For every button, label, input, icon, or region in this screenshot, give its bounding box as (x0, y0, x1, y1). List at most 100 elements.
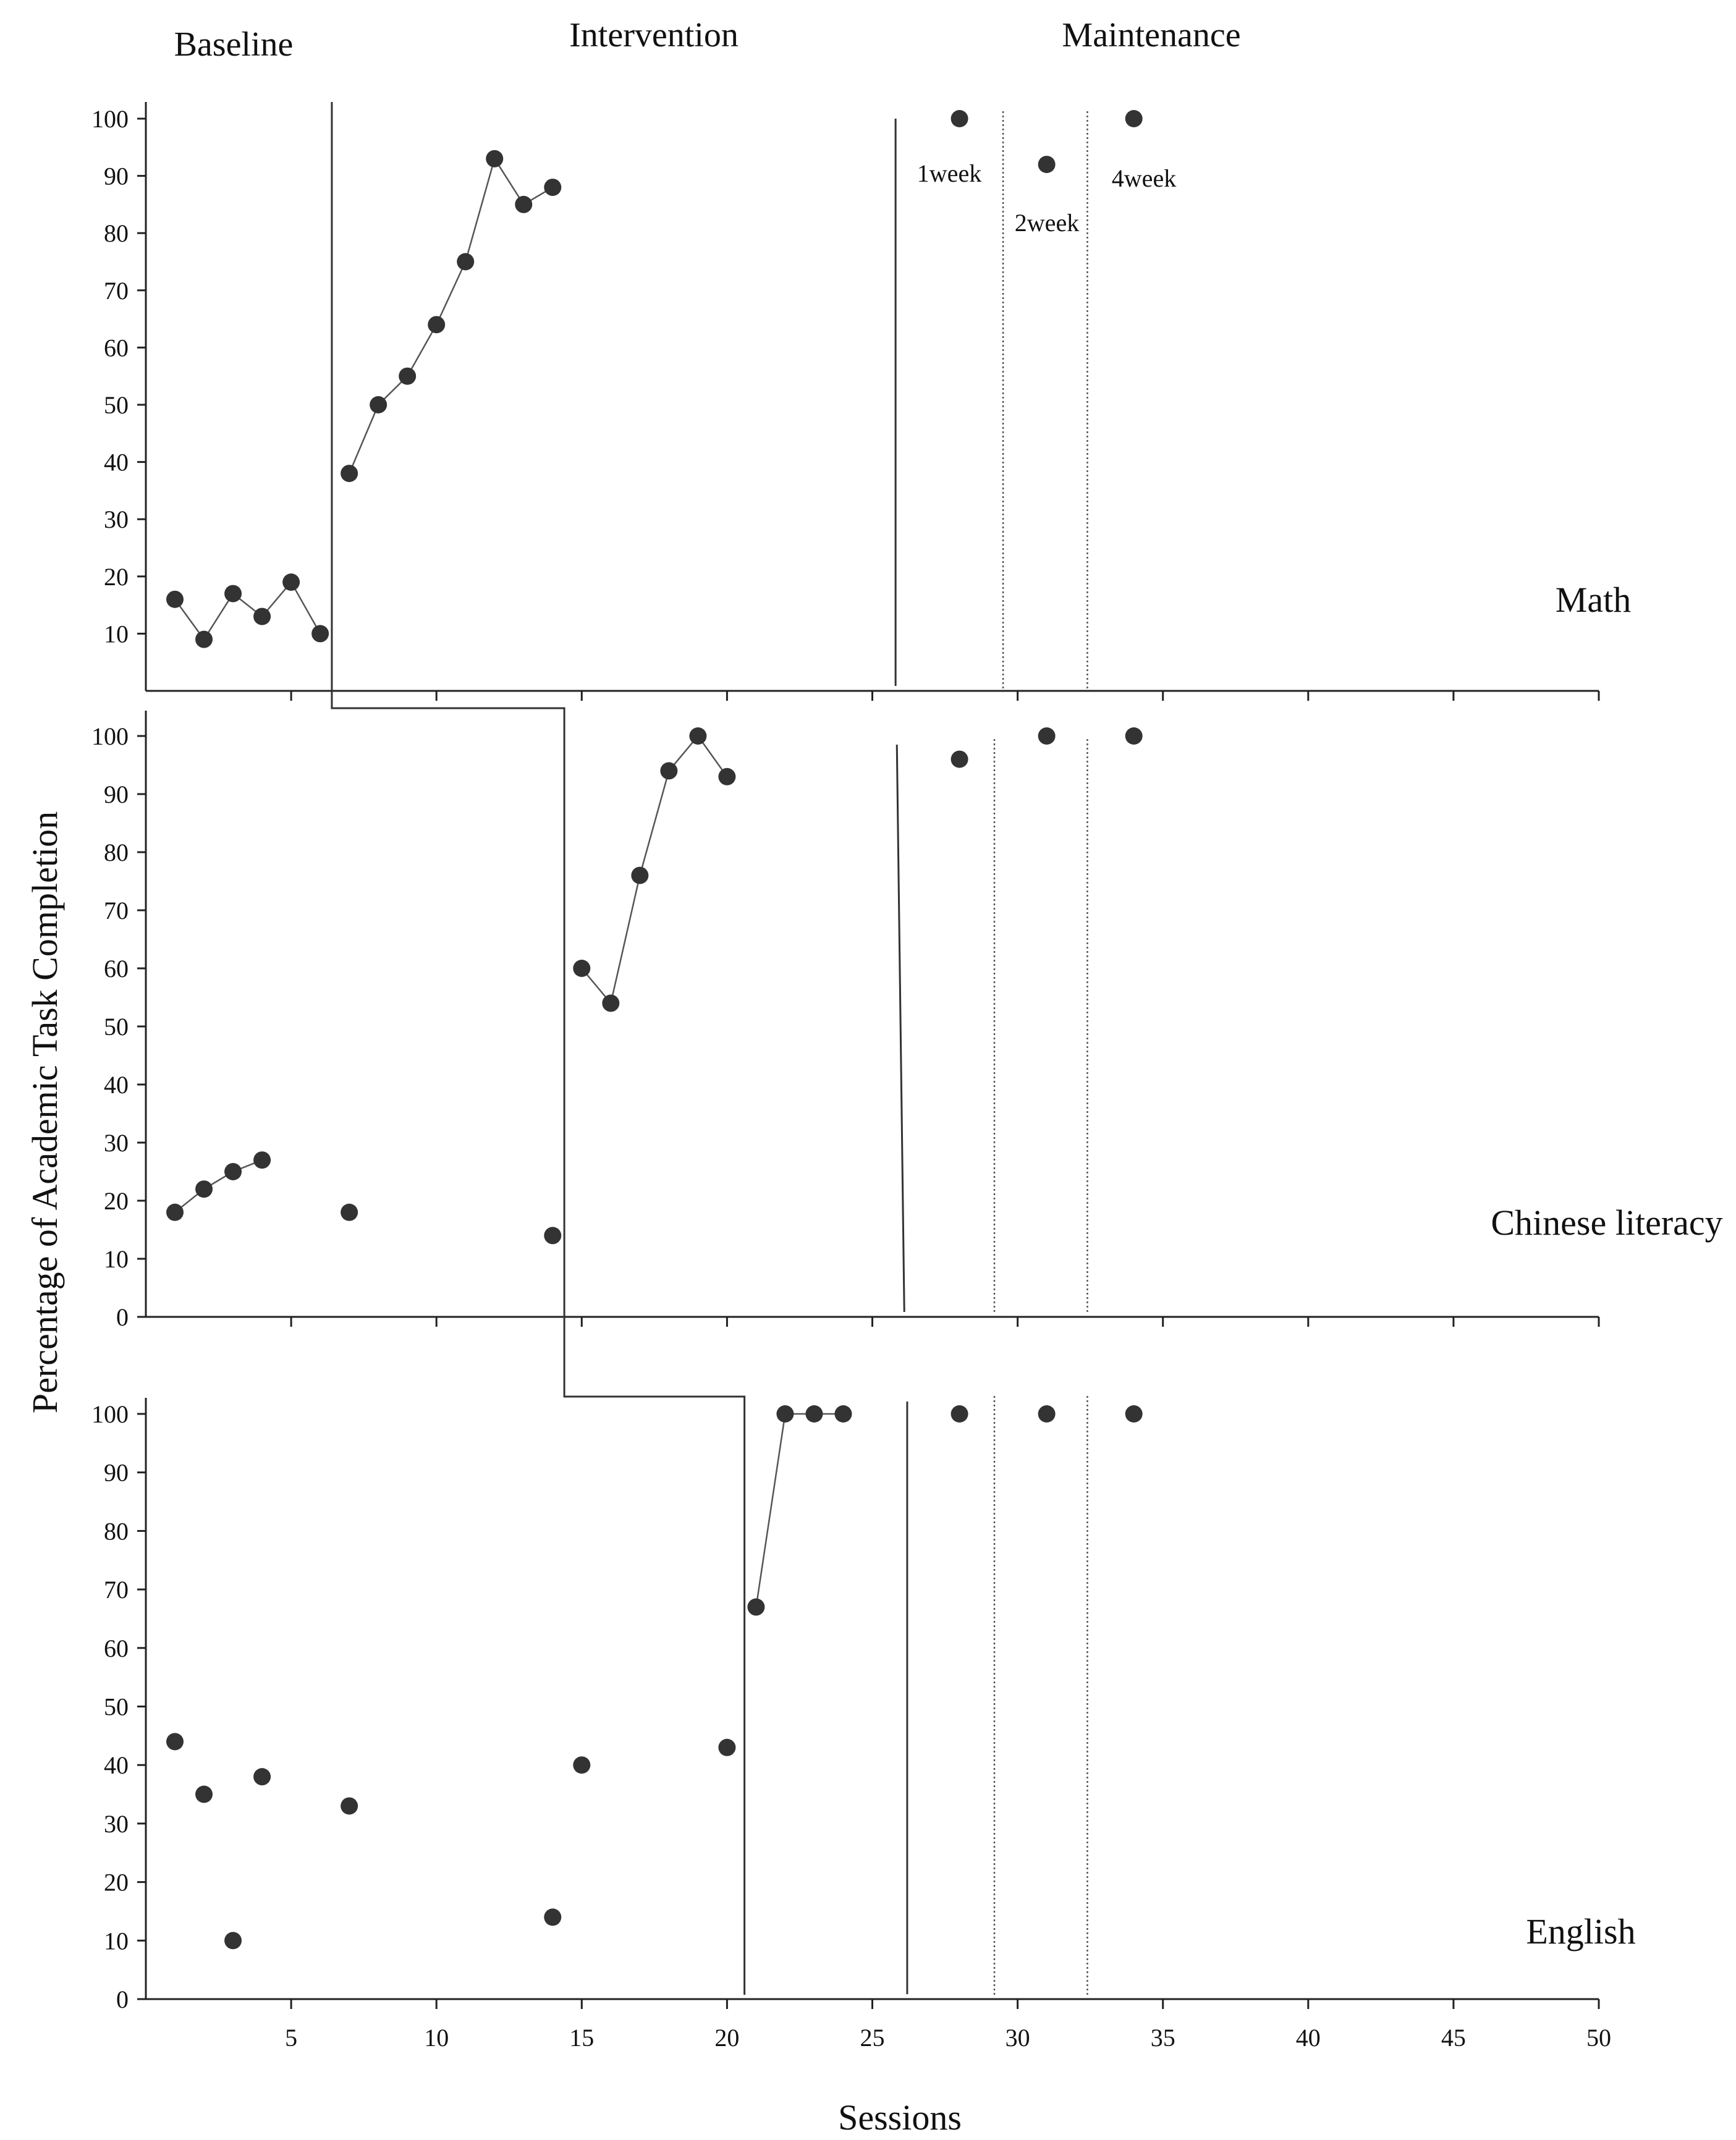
phase-label-maintenance: Maintenance (1062, 16, 1240, 54)
english-intervention-point-24 (834, 1405, 852, 1423)
chinese-literacy-y-tick-label-20: 20 (104, 1187, 129, 1215)
phase-lines-layer (331, 102, 1088, 1997)
x-axis-title: Sessions (838, 2097, 962, 2138)
english-y-tick-label-100: 100 (91, 1400, 129, 1428)
axes-layer: 1020304050607080901000102030405060708090… (91, 102, 1611, 2052)
math-y-tick-label-80: 80 (104, 219, 129, 247)
math-y-tick-label-30: 30 (104, 505, 129, 533)
english-intervention-line (755, 1413, 844, 1607)
english-y-tick-label-50: 50 (104, 1693, 129, 1721)
math-baseline-point-6 (311, 625, 329, 643)
phase-label-intervention: Intervention (569, 16, 739, 54)
math-y-tick-label-50: 50 (104, 391, 129, 419)
chinese-literacy-y-tick-label-70: 70 (104, 897, 129, 924)
english-baseline-probes-point-14 (544, 1908, 562, 1926)
maintenance-label-2week: 2week (1015, 209, 1079, 237)
english-baseline-probes-point-20 (718, 1738, 736, 1756)
math-intervention-point-10 (428, 316, 446, 334)
x-tick-label-20: 20 (714, 2024, 739, 2052)
chinese-literacy-intervention-point-20 (718, 768, 736, 785)
english-y-tick-label-0: 0 (116, 1986, 129, 2013)
chinese-literacy-baseline-line (174, 1159, 263, 1213)
chinese-literacy-y-tick-label-100: 100 (91, 722, 129, 750)
chinese-literacy-y-tick-label-90: 90 (104, 780, 129, 808)
chinese-literacy-y-tick-label-50: 50 (104, 1013, 129, 1041)
x-tick-label-30: 30 (1006, 2024, 1030, 2052)
english-maintenance-point-28 (951, 1405, 968, 1423)
math-baseline-line (174, 580, 321, 641)
chinese-literacy-maintenance-point-31 (1038, 727, 1056, 745)
english-baseline-probes-point-7 (341, 1797, 358, 1815)
chinese-literacy-y-tick-label-60: 60 (104, 955, 129, 983)
x-tick-label-10: 10 (424, 2024, 449, 2052)
x-tick-label-25: 25 (860, 2024, 885, 2052)
math-intervention-point-14 (544, 179, 562, 197)
english-baseline-probes-point-15 (573, 1756, 591, 1774)
x-tick-label-15: 15 (569, 2024, 594, 2052)
math-intervention-point-8 (370, 396, 387, 413)
math-baseline-point-4 (253, 607, 271, 625)
x-tick-label-35: 35 (1151, 2024, 1175, 2052)
chinese-literacy-y-tick-label-30: 30 (104, 1129, 129, 1157)
math-y-tick-label-40: 40 (104, 449, 129, 476)
panel-label-math: Math (1556, 580, 1631, 620)
chinese-literacy-baseline-point-4 (253, 1151, 271, 1169)
x-tick-label-50: 50 (1586, 2024, 1611, 2052)
maintenance-label-1week: 1week (917, 159, 981, 187)
math-y-tick-label-70: 70 (104, 277, 129, 305)
english-intervention-point-21 (747, 1598, 765, 1616)
chinese-literacy-maintenance-point-28 (951, 750, 968, 768)
x-tick-label-5: 5 (285, 2024, 297, 2052)
chinese-literacy-y-tick-label-40: 40 (104, 1071, 129, 1099)
chinese-literacy-baseline-point-1 (166, 1203, 184, 1221)
english-baseline-probes-point-4 (253, 1768, 271, 1786)
english-y-tick-label-90: 90 (104, 1459, 129, 1487)
english-y-tick-label-70: 70 (104, 1576, 129, 1604)
math-y-tick-label-20: 20 (104, 563, 129, 591)
math-maintenance-point-28 (951, 110, 968, 127)
chinese-literacy-y-tick-label-0: 0 (116, 1303, 129, 1331)
chinese-literacy-intervention-point-19 (689, 727, 707, 745)
chinese-literacy-y-tick-label-80: 80 (104, 839, 129, 866)
math-intervention-point-7 (341, 465, 358, 483)
chinese-literacy-baseline-probes-point-14 (544, 1227, 562, 1245)
math-intervention-point-12 (486, 150, 504, 167)
math-y-tick-label-100: 100 (91, 105, 129, 133)
chinese-literacy-intervention-point-17 (631, 866, 649, 884)
english-y-tick-label-80: 80 (104, 1517, 129, 1545)
english-y-tick-label-40: 40 (104, 1751, 129, 1779)
english-maintenance-point-34 (1125, 1405, 1143, 1423)
maintenance-label-4week: 4week (1112, 164, 1176, 192)
math-baseline-point-5 (282, 573, 300, 591)
math-y-tick-label-10: 10 (104, 620, 129, 648)
chinese-literacy-maintenance-point-34 (1125, 727, 1143, 745)
data-layer (166, 110, 1143, 1950)
chinese-literacy-baseline-point-2 (195, 1180, 213, 1198)
math-y-tick-label-60: 60 (104, 334, 129, 362)
chinese-literacy-intervention-point-16 (602, 994, 620, 1012)
math-y-tick-label-90: 90 (104, 163, 129, 190)
math-maintenance-point-31 (1038, 156, 1056, 174)
english-intervention-point-23 (805, 1405, 823, 1423)
english-y-tick-label-30: 30 (104, 1810, 129, 1838)
chinese-literacy-y-tick-label-10: 10 (104, 1245, 129, 1273)
panel-label-english: English (1526, 1911, 1635, 1952)
chinese-literacy-baseline-probes-point-7 (341, 1203, 358, 1221)
math-baseline-point-3 (224, 585, 242, 603)
english-baseline-probes-point-1 (166, 1733, 184, 1751)
math-intervention-point-13 (515, 195, 533, 213)
phase-change-staircase-line (331, 102, 746, 1995)
math-baseline-point-2 (195, 630, 213, 648)
math-maintenance-point-34 (1125, 110, 1143, 127)
chinese-literacy-intervention-line (581, 734, 728, 1005)
english-baseline-probes-point-2 (195, 1785, 213, 1803)
math-baseline-point-1 (166, 590, 184, 608)
phase-label-baseline: Baseline (174, 25, 294, 64)
chinese-literacy-intervention-point-15 (573, 960, 591, 977)
english-y-tick-label-20: 20 (104, 1869, 129, 1897)
english-intervention-point-22 (776, 1405, 794, 1423)
y-axis-title: Percentage of Academic Task Completion (25, 811, 65, 1413)
english-y-tick-label-60: 60 (104, 1635, 129, 1662)
x-tick-label-40: 40 (1296, 2024, 1321, 2052)
